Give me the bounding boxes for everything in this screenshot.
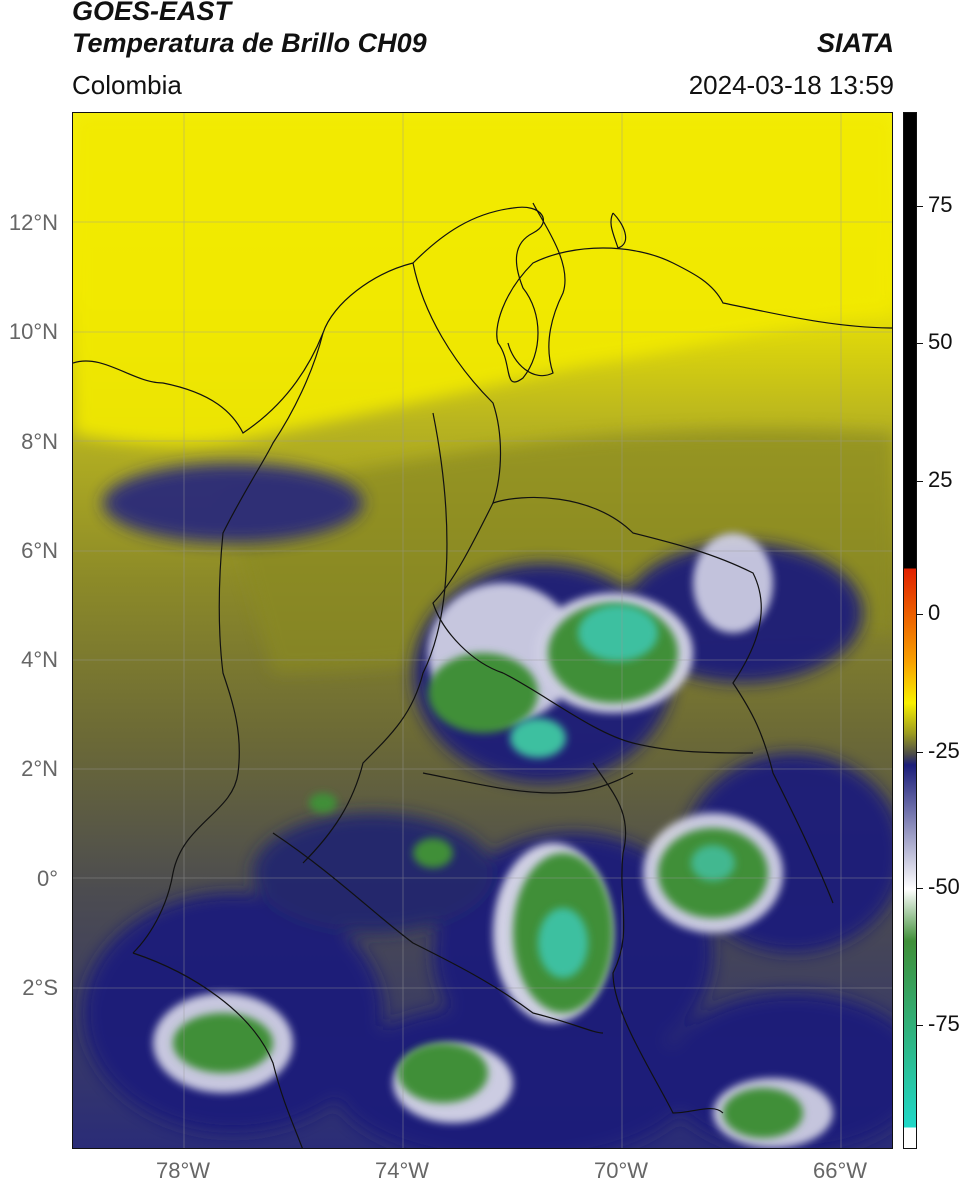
lat-label: 8°N: [21, 429, 58, 454]
lat-label: 2°N: [21, 756, 58, 781]
lon-label: 70°W: [593, 1158, 649, 1183]
coastline-borders: [73, 202, 892, 1148]
source-label: SIATA: [817, 28, 894, 58]
colorbar-label: 50: [928, 329, 953, 354]
colorbar-label: 0: [928, 600, 941, 625]
title-satellite: GOES-EAST: [72, 0, 232, 26]
lon-label: 74°W: [374, 1158, 430, 1183]
satellite-map: [72, 112, 893, 1149]
colorbar-label: 25: [928, 467, 953, 492]
region-label: Colombia: [72, 70, 182, 100]
lat-label: 2°S: [22, 975, 58, 1000]
colorbar-label: 75: [928, 192, 953, 217]
title-product: Temperatura de Brillo CH09: [72, 28, 427, 58]
lat-label: 10°N: [8, 319, 58, 344]
timestamp-label: 2024-03-18 13:59: [688, 70, 894, 100]
lat-label: 6°N: [21, 538, 58, 563]
brightness-temperature-field: [73, 113, 892, 1148]
colorbar-label: -75: [928, 1011, 960, 1036]
colorbar-label: -25: [928, 738, 960, 763]
temperature-colorbar: [903, 112, 917, 1149]
colorbar-label: -50: [928, 874, 960, 899]
lon-label: 78°W: [155, 1158, 211, 1183]
lat-label: 4°N: [21, 647, 58, 672]
lat-label: 0°: [36, 866, 58, 891]
lat-label: 12°N: [8, 210, 58, 235]
lon-label: 66°W: [812, 1158, 868, 1183]
